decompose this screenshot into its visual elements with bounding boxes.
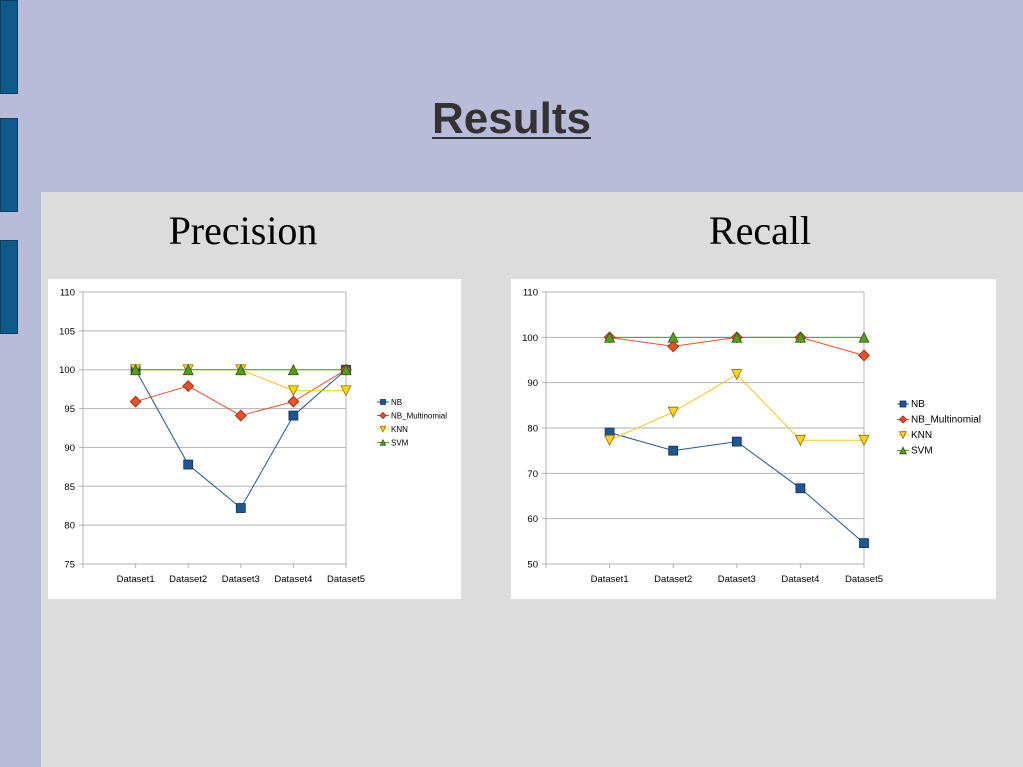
precision-legend-marker [379,411,387,420]
recall-legend-marker [899,431,907,440]
recall-point-nb-multinomial [667,340,680,353]
precision-x-tick-label: Dataset3 [222,574,260,585]
recall-point-svm [731,331,743,343]
recall-series-line-nb [609,432,865,544]
precision-x-tick-label: Dataset4 [274,574,312,585]
recall-point-nb [795,483,806,494]
recall-chart: 50 60 70 80 90 100 110 Dataset1 Dataset2 Dataset3… [522,288,981,586]
precision-point-svm [130,363,142,376]
side-tab-3 [0,240,18,334]
recall-point-knn [667,406,679,418]
recall-x-tick-label: Dataset2 [654,574,692,585]
recall-legend-label: NB_Multinomial [911,415,981,426]
recall-y-tick-label: 70 [527,469,538,480]
precision-x-tick-label: Dataset2 [169,574,207,585]
precision-y-tick-label: 95 [64,404,75,415]
recall-x-tick-label: Dataset3 [718,574,756,585]
precision-y-tick-label: 80 [64,521,75,532]
precision-chart-container: 75 80 85 90 95 100 105 110 Dataset1 Dataset2 Datas… [48,279,461,599]
precision-point-svm [235,363,247,376]
recall-point-knn [794,434,806,447]
precision-x-tick-label: Dataset5 [327,574,365,585]
recall-point-nb-multinomial [858,349,870,362]
precision-y-tick-label: 75 [64,560,75,571]
recall-y-tick-label: 110 [523,288,538,299]
precision-point-svm [340,363,352,376]
precision-point-svm [182,363,194,376]
precision-y-tick-label: 85 [64,482,75,493]
recall-point-svm [794,331,806,343]
recall-legend-marker [898,415,908,424]
precision-legend-label: SVM [391,439,409,448]
precision-point-nb-multinomial [287,395,300,408]
precision-x-tick-label: Dataset1 [117,574,155,585]
recall-point-nb [668,445,679,456]
precision-y-tick-label: 90 [64,443,75,454]
precision-legend-marker [379,425,387,433]
precision-point-knn [287,385,299,397]
precision-point-nb-multinomial [129,395,142,408]
precision-legend-marker [379,438,387,446]
recall-legend-marker [899,446,907,455]
recall-series-line-knn [609,373,864,441]
recall-point-svm [858,331,870,343]
precision-legend-label: KNN [391,425,408,434]
recall-legend-label: SVM [911,446,933,457]
precision-heading: Precision [168,208,318,253]
recall-x-tick-label: Dataset5 [845,574,883,585]
precision-legend-label: NB_Multinomial [391,412,447,421]
precision-point-svm [287,363,299,376]
precision-point-nb [235,503,246,513]
precision-legend-label: NB [391,398,402,407]
recall-legend-marker [899,400,907,408]
recall-point-nb [859,538,869,549]
precision-point-nb [183,459,194,470]
recall-y-tick-label: 90 [527,378,538,389]
recall-x-tick-label: Dataset4 [781,574,819,585]
recall-x-tick-label: Dataset1 [591,574,629,585]
precision-y-tick-label: 100 [59,365,75,376]
precision-point-nb-multinomial [182,380,195,392]
recall-chart-container: 50 60 70 80 90 100 110 Dataset1 Dataset2 Dataset3… [511,279,996,599]
recall-point-svm [604,331,616,343]
side-tab-1 [0,0,18,94]
recall-legend-label: KNN [911,430,932,441]
recall-legend-label: NB [911,399,925,410]
recall-heading: Recall [708,208,812,253]
recall-point-svm [667,331,679,343]
recall-point-knn [604,434,616,447]
precision-y-tick-label: 110 [60,288,75,299]
precision-legend-marker [380,399,386,405]
precision-point-nb-multinomial [234,409,247,422]
recall-point-nb [731,436,742,447]
recall-point-knn [731,369,743,381]
side-tab-2 [0,118,18,212]
precision-y-tick-label: 105 [59,326,75,337]
recall-y-tick-label: 60 [527,514,538,525]
recall-y-tick-label: 100 [522,333,538,344]
precision-point-nb [288,410,299,421]
recall-point-knn [858,434,870,447]
precision-chart: 75 80 85 90 95 100 105 110 Dataset1 Dataset2 Datas… [59,288,447,586]
recall-y-tick-label: 80 [527,424,538,435]
slide-title: Results [432,94,591,143]
precision-point-knn [340,385,352,397]
recall-y-tick-label: 50 [527,560,538,571]
